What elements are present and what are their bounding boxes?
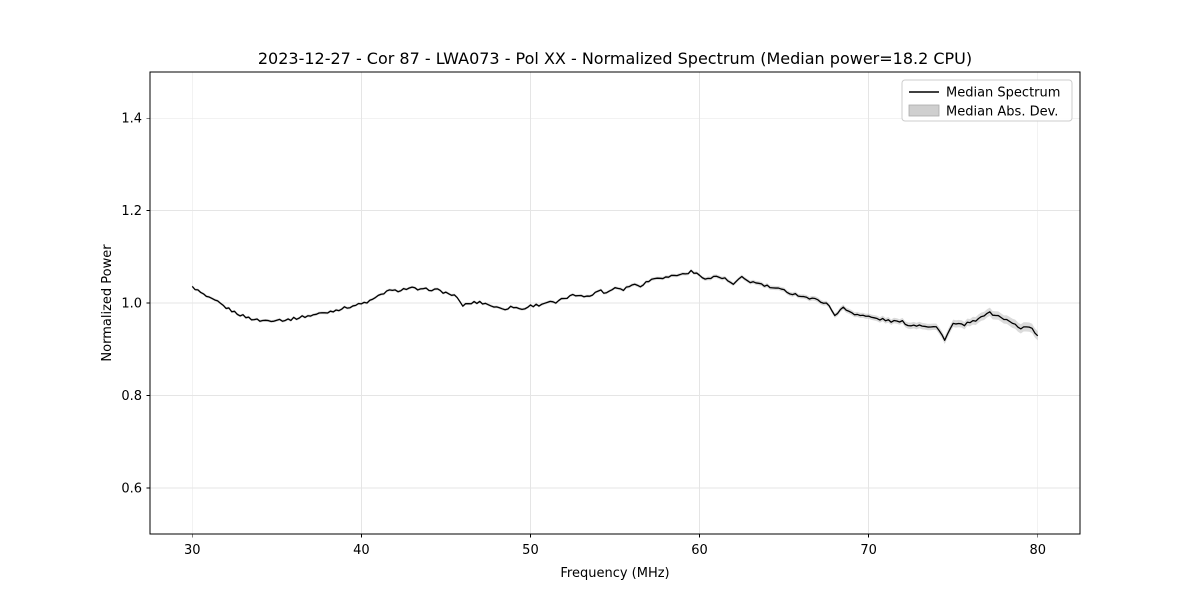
median-spectrum-line [191, 269, 1039, 341]
y-tick-label: 0.6 [121, 481, 142, 496]
mad-band [192, 268, 1038, 344]
y-axis-label: Normalized Power [100, 244, 115, 362]
legend: Median Spectrum Median Abs. Dev. [901, 79, 1073, 122]
x-axis-label: Frequency (MHz) [560, 566, 669, 581]
x-tick-label: 80 [1029, 543, 1046, 558]
y-tick-label: 1.2 [121, 204, 142, 219]
ticks [146, 117, 1039, 538]
y-tick-label: 0.8 [121, 389, 142, 404]
legend-label-median-spectrum: Median Spectrum [946, 86, 1060, 101]
x-tick-label: 30 [184, 543, 201, 558]
legend-box [901, 79, 1073, 122]
legend-patch-sample [908, 104, 940, 117]
y-tick-label: 1.4 [121, 112, 142, 127]
chart-title: 2023-12-27 - Cor 87 - LWA073 - Pol XX - … [258, 49, 972, 68]
x-tick-label: 40 [353, 543, 370, 558]
x-tick-label: 70 [860, 543, 877, 558]
y-tick-label: 1.0 [121, 297, 142, 312]
x-tick-label: 60 [691, 543, 708, 558]
legend-label-mad: Median Abs. Dev. [946, 105, 1058, 120]
x-tick-label: 50 [522, 543, 539, 558]
